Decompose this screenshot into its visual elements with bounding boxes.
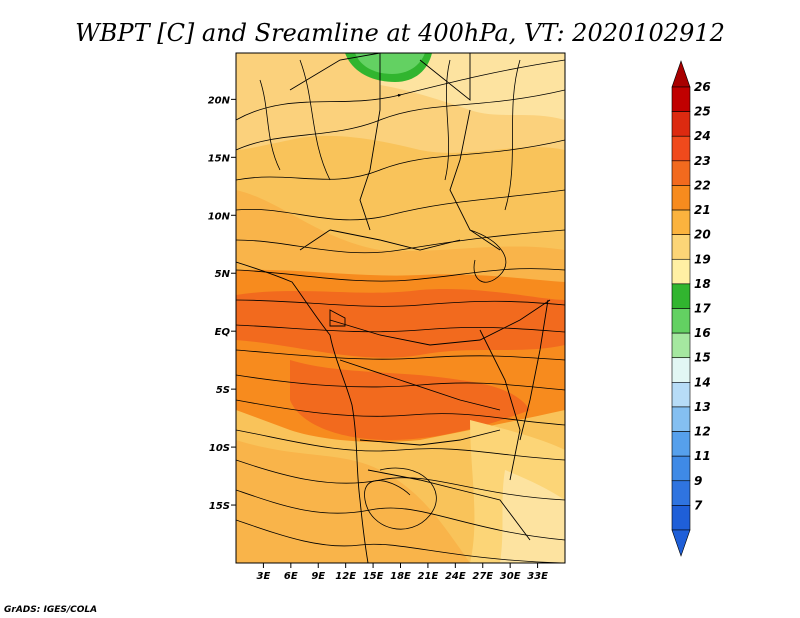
colorbar-bin xyxy=(671,357,691,383)
y-tick-label: 15S xyxy=(209,501,230,512)
colorbar-bin xyxy=(671,209,691,235)
x-tick-label: 15E xyxy=(363,571,384,582)
latitude-axis: 20N 15N 10N 5N EQ 5S 10S 15S xyxy=(208,95,236,512)
colorbar-label: 12 xyxy=(694,425,711,439)
colorbar-bin xyxy=(671,332,691,359)
colorbar-bin xyxy=(671,431,691,457)
map-panel: 20N 15N 10N 5N EQ 5S 10S 15S 3E 6E 9E 12E 15E 18E 21E… xyxy=(208,52,566,582)
colorbar-top-arrow xyxy=(671,60,691,88)
x-tick-label: 9E xyxy=(311,571,325,582)
colorbar-label: 22 xyxy=(694,178,711,192)
colorbar-label: 15 xyxy=(694,351,711,365)
colorbar-bin xyxy=(671,308,691,334)
y-tick-label: 10S xyxy=(209,443,230,454)
streamlines xyxy=(236,59,565,563)
colorbar-bin xyxy=(671,283,691,309)
x-tick-label: 24E xyxy=(445,571,466,582)
country-borders xyxy=(236,53,551,563)
colorbar-label: 23 xyxy=(694,154,711,168)
colorbar-bin xyxy=(671,382,691,408)
x-tick-label: 27E xyxy=(472,571,493,582)
x-tick-label: 30E xyxy=(500,571,521,582)
colorbar-label: 11 xyxy=(694,449,711,463)
colorbar-bin xyxy=(671,406,691,432)
colorbar-bin xyxy=(671,135,691,162)
colorbar-label: 19 xyxy=(694,252,711,266)
colorbar-label: 7 xyxy=(694,498,703,512)
colorbar-bin xyxy=(671,455,691,482)
x-tick-label: 21E xyxy=(418,571,439,582)
colorbar-bottom-arrow xyxy=(671,529,691,557)
credit-label: GrADS: IGES/COLA xyxy=(4,605,97,615)
colorbar-bin xyxy=(671,505,691,531)
colorbar-label: 21 xyxy=(694,203,711,217)
colorbar: 26 25 24 23 22 21 20 19 18 17 16 15 14 13 12 11 9 7 xyxy=(671,60,711,557)
chart-title: WBPT [C] and Sreamline at 400hPa, VT: 20… xyxy=(75,19,725,47)
x-tick-label: 12E xyxy=(335,571,356,582)
y-tick-label: 5S xyxy=(216,385,230,396)
y-tick-label: 20N xyxy=(208,95,231,106)
x-tick-label: 18E xyxy=(390,571,411,582)
colorbar-bin xyxy=(671,258,691,285)
y-tick-label: 5N xyxy=(215,269,231,280)
colorbar-bin xyxy=(671,234,691,260)
colorbar-label: 16 xyxy=(694,326,711,340)
colorbar-label: 13 xyxy=(694,400,711,414)
colorbar-label: 25 xyxy=(694,105,711,119)
colorbar-label: 17 xyxy=(694,302,711,316)
wbpt-shading xyxy=(236,53,565,563)
colorbar-label: 26 xyxy=(694,80,711,94)
colorbar-bin xyxy=(671,185,691,211)
x-tick-label: 33E xyxy=(527,571,548,582)
y-tick-label: EQ xyxy=(215,327,231,338)
x-tick-label: 3E xyxy=(257,571,271,582)
y-tick-label: 15N xyxy=(208,153,231,164)
colorbar-label: 14 xyxy=(694,375,711,389)
y-tick-label: 10N xyxy=(208,211,231,222)
colorbar-bin xyxy=(671,86,691,112)
colorbar-bin xyxy=(671,111,691,137)
colorbar-label: 9 xyxy=(694,474,702,488)
colorbar-label: 20 xyxy=(694,228,711,242)
colorbar-bin xyxy=(671,160,691,186)
colorbar-bin xyxy=(671,480,691,506)
x-tick-label: 6E xyxy=(284,571,298,582)
colorbar-label: 24 xyxy=(694,129,711,143)
colorbar-label: 18 xyxy=(694,277,711,291)
longitude-axis: 3E 6E 9E 12E 15E 18E 21E 24E 27E 30E 33E xyxy=(257,563,548,582)
